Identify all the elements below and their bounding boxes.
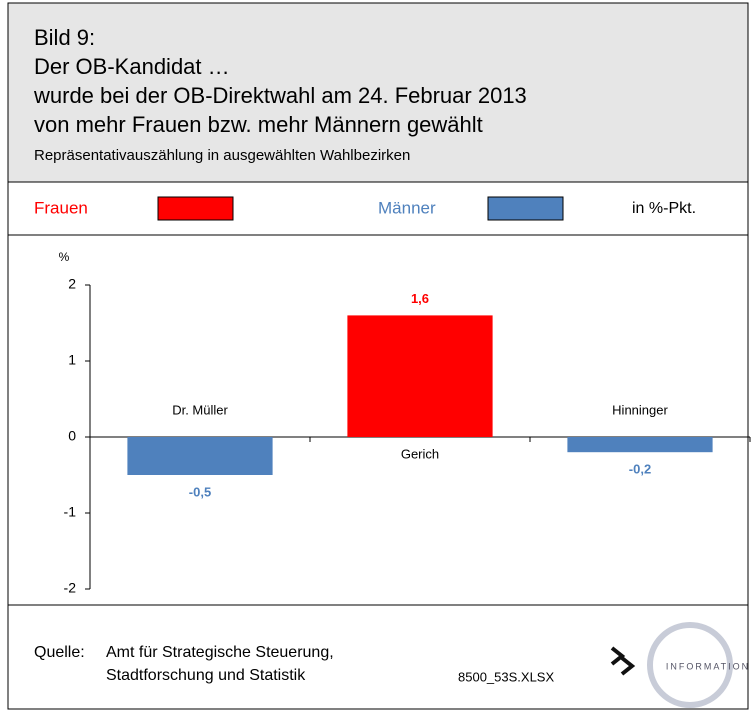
title-line: Der OB-Kandidat … — [34, 54, 230, 79]
logo-text: INFORMATION — [666, 661, 750, 671]
y-tick-label: 0 — [68, 428, 76, 444]
value-label: -0,5 — [189, 484, 211, 499]
legend-swatch — [157, 196, 234, 221]
y-tick-label: -2 — [64, 580, 77, 596]
source-line: Stadtforschung und Statistik — [106, 667, 306, 684]
bar — [567, 437, 713, 453]
title: Bild 9: Der OB-Kandidat … wurde bei der … — [33, 25, 527, 137]
legend-swatch — [487, 196, 564, 221]
bar — [347, 315, 493, 437]
unit-note: in %-Pkt. — [632, 200, 696, 217]
title-line: Bild 9: — [34, 25, 95, 50]
source-line: Amt für Strategische Steuerung, — [106, 644, 334, 661]
source-label: Quelle: — [34, 644, 85, 661]
subtitle: Repräsentativauszählung in ausgewählten … — [34, 147, 410, 164]
legend-label: Frauen — [34, 198, 88, 217]
header-bg — [7, 2, 749, 183]
legend-label: Männer — [378, 198, 436, 217]
y-tick-label: -1 — [64, 504, 77, 520]
title-line: von mehr Frauen bzw. mehr Männern gewähl… — [34, 112, 483, 137]
title-line: wurde bei der OB-Direktwahl am 24. Febru… — [33, 83, 527, 108]
y-tick-label: 1 — [68, 352, 76, 368]
x-tick-label: Dr. Müller — [172, 402, 228, 417]
file-name: 8500_53S.XLSX — [458, 669, 554, 684]
y-axis-label: % — [59, 250, 70, 264]
x-tick-label: Gerich — [401, 446, 439, 461]
logo: INFORMATION — [610, 622, 750, 708]
bar — [127, 437, 273, 475]
y-tick-label: 2 — [68, 276, 76, 292]
value-label: 1,6 — [411, 291, 429, 306]
value-label: -0,2 — [629, 462, 651, 477]
x-tick-label: Hinninger — [612, 402, 668, 417]
